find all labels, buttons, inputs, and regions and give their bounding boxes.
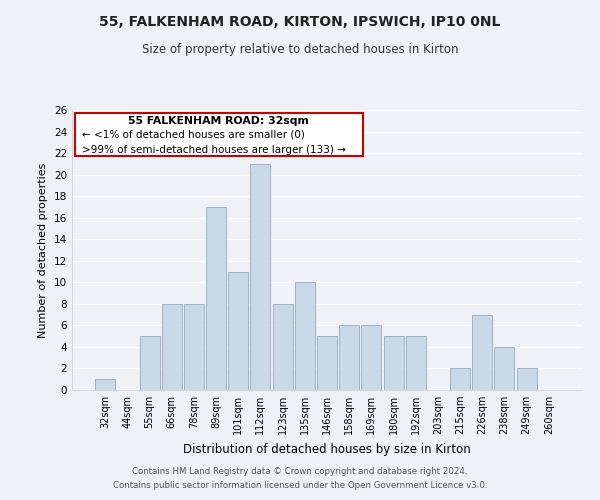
Bar	[494, 347, 514, 390]
Text: ← <1% of detached houses are smaller (0): ← <1% of detached houses are smaller (0)	[82, 130, 305, 140]
Bar	[472, 314, 492, 390]
Bar	[450, 368, 470, 390]
Bar	[317, 336, 337, 390]
X-axis label: Distribution of detached houses by size in Kirton: Distribution of detached houses by size …	[183, 442, 471, 456]
Text: Contains public sector information licensed under the Open Government Licence v3: Contains public sector information licen…	[113, 481, 487, 490]
Bar	[339, 326, 359, 390]
Bar	[272, 304, 293, 390]
Bar	[406, 336, 426, 390]
Y-axis label: Number of detached properties: Number of detached properties	[38, 162, 49, 338]
Text: Size of property relative to detached houses in Kirton: Size of property relative to detached ho…	[142, 42, 458, 56]
Bar	[383, 336, 404, 390]
Bar	[228, 272, 248, 390]
Text: 55, FALKENHAM ROAD, KIRTON, IPSWICH, IP10 0NL: 55, FALKENHAM ROAD, KIRTON, IPSWICH, IP1…	[100, 15, 500, 29]
Bar	[184, 304, 204, 390]
Text: >99% of semi-detached houses are larger (133) →: >99% of semi-detached houses are larger …	[82, 145, 346, 155]
Bar	[140, 336, 160, 390]
Bar	[95, 379, 115, 390]
Bar	[206, 207, 226, 390]
Bar	[361, 326, 382, 390]
Text: Contains HM Land Registry data © Crown copyright and database right 2024.: Contains HM Land Registry data © Crown c…	[132, 467, 468, 476]
Bar	[250, 164, 271, 390]
Bar	[162, 304, 182, 390]
FancyBboxPatch shape	[74, 113, 362, 156]
Bar	[295, 282, 315, 390]
Text: 55 FALKENHAM ROAD: 32sqm: 55 FALKENHAM ROAD: 32sqm	[128, 116, 309, 126]
Bar	[517, 368, 536, 390]
